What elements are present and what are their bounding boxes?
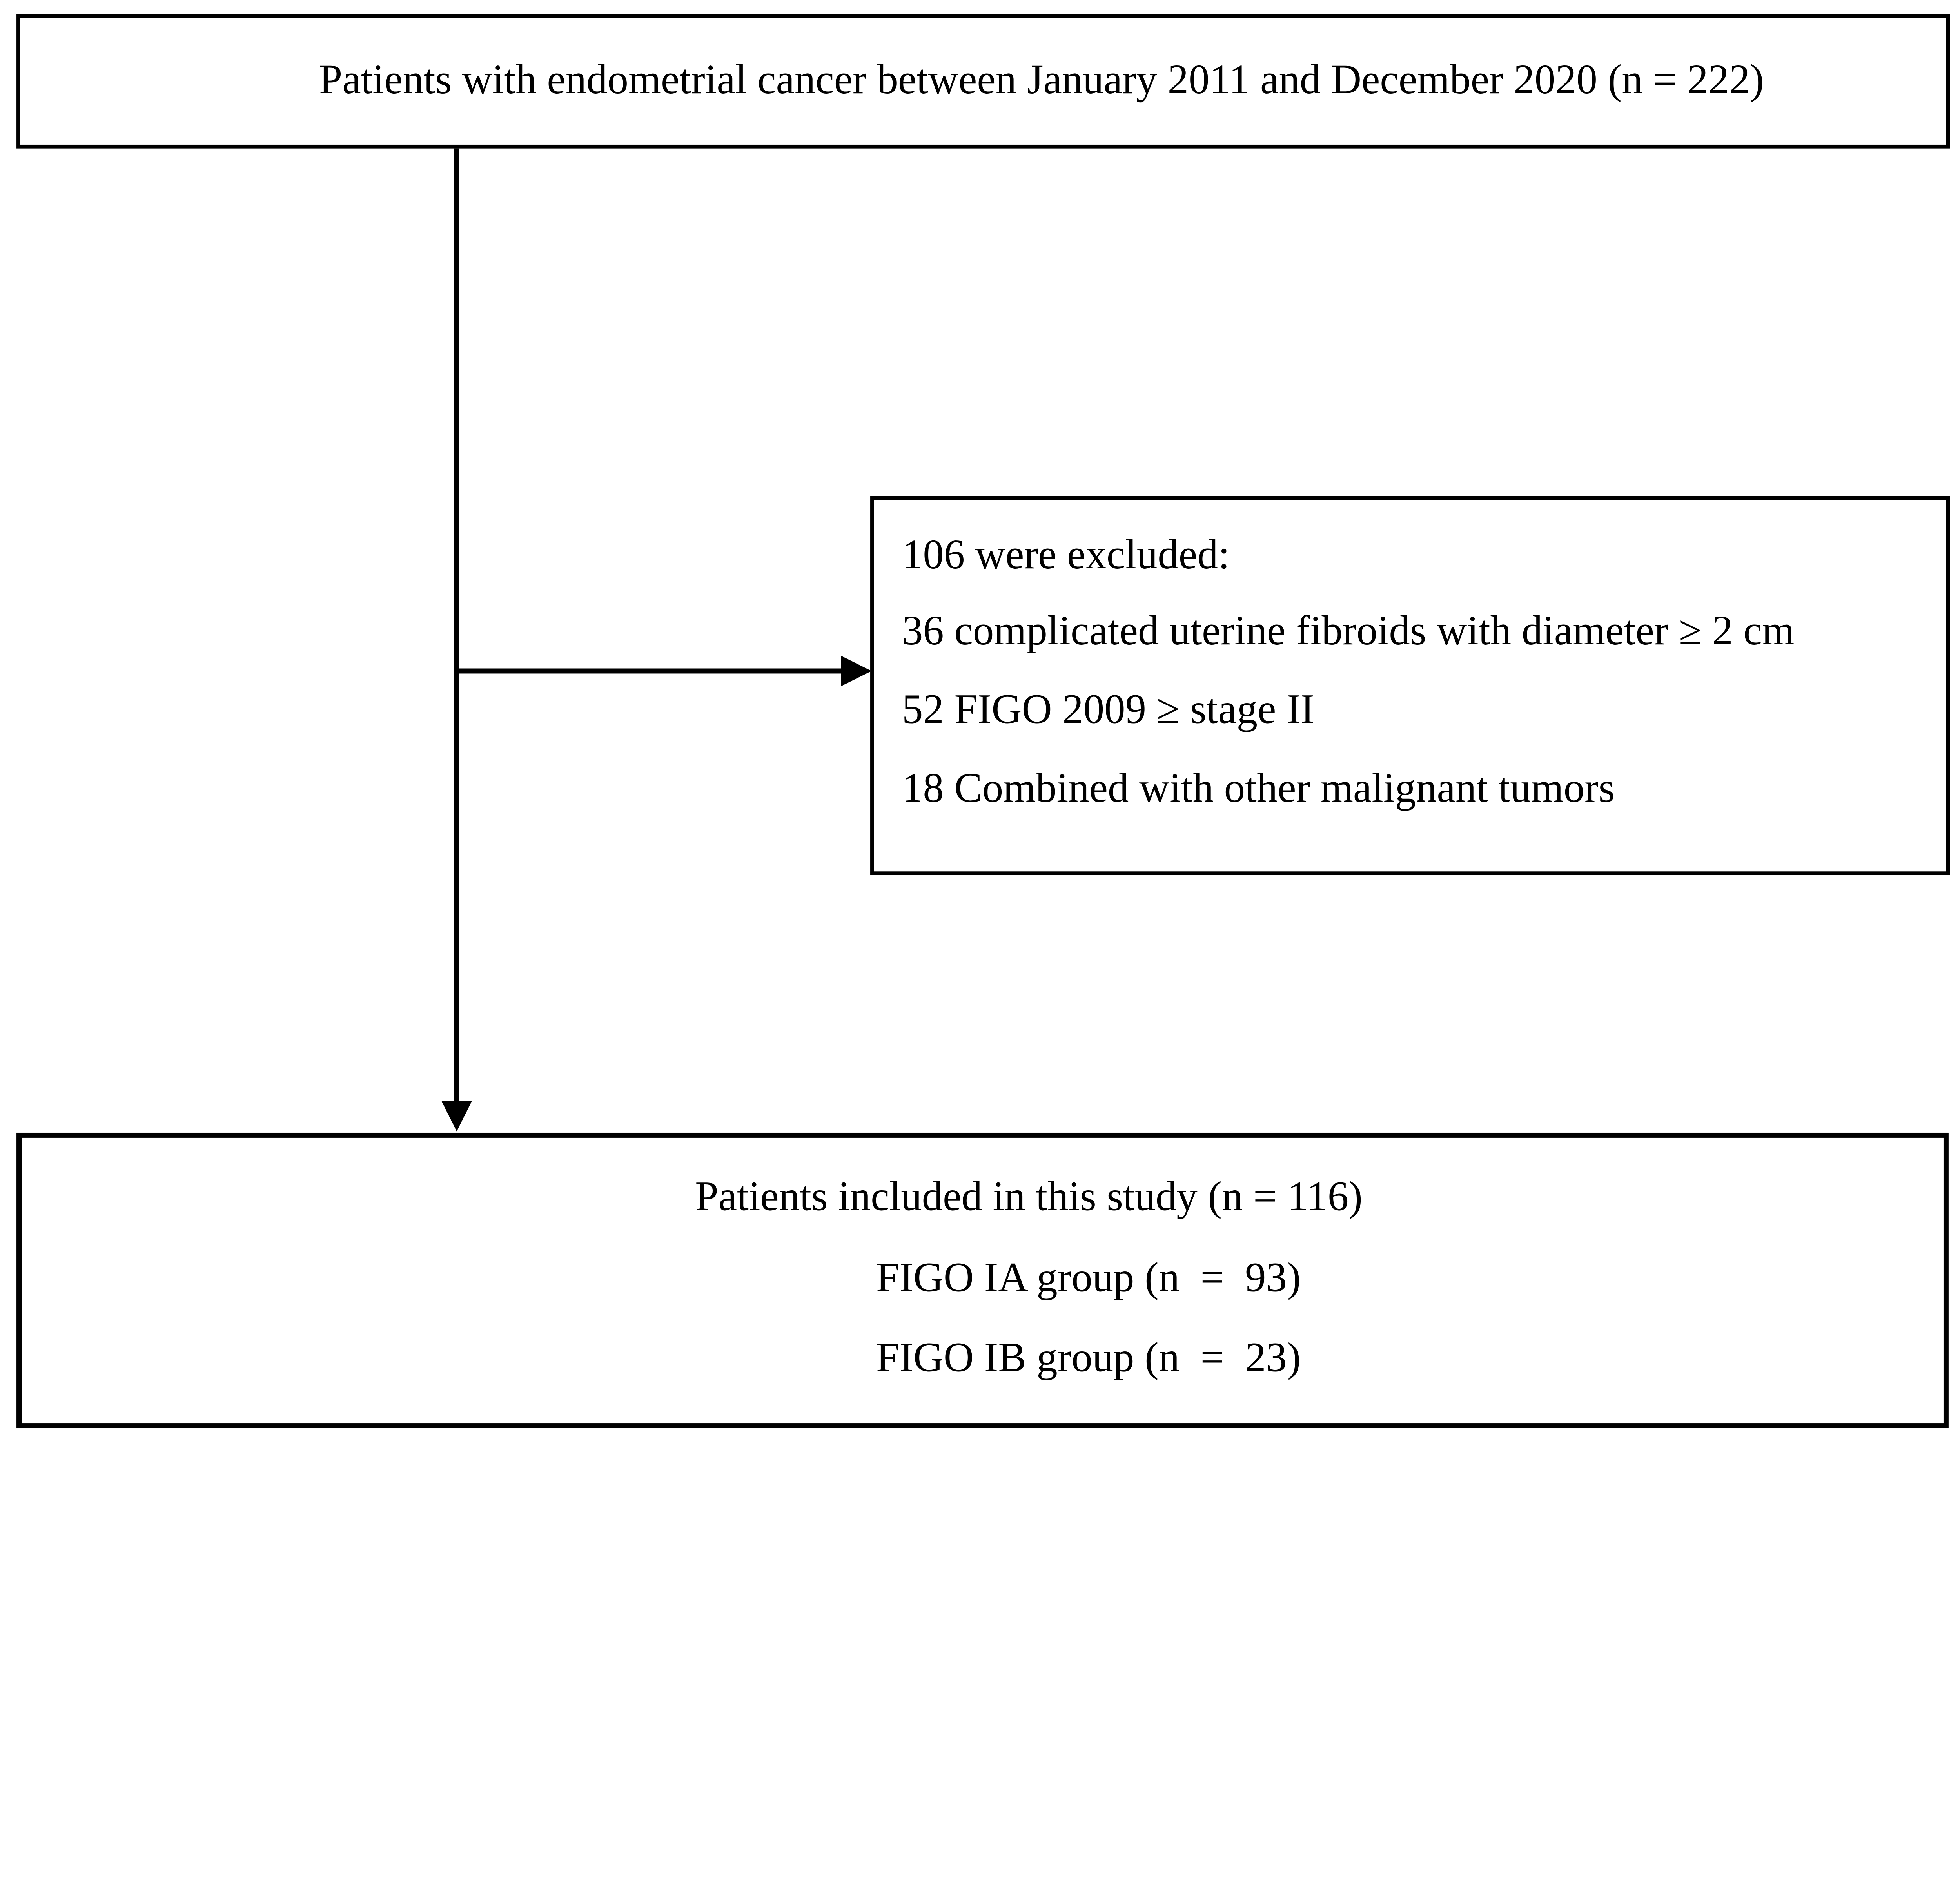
vertical-connector-line <box>454 148 459 1101</box>
down-arrowhead-icon <box>441 1101 472 1132</box>
included-box: Patients included in this study (n = 116… <box>16 1132 1949 1429</box>
flow-diagram: Patients with endometrial cancer between… <box>16 14 1950 1429</box>
included-line: FIGO IB group (n = 23) <box>876 1335 1301 1382</box>
exclusion-line: 106 were excluded: <box>902 533 1230 579</box>
enrollment-box: Patients with endometrial cancer between… <box>16 14 1950 149</box>
horizontal-connector-line <box>457 668 841 674</box>
included-line: Patients included in this study (n = 116… <box>695 1174 1363 1221</box>
included-line: FIGO IA group (n = 93) <box>876 1255 1301 1302</box>
exclusion-line: 18 Combined with other malignant tumors <box>902 766 1615 812</box>
enrollment-box-text: Patients with endometrial cancer between… <box>319 58 1764 103</box>
right-arrowhead-icon <box>841 656 872 686</box>
exclusion-box: 106 were excluded: 36 complicated uterin… <box>870 496 1950 876</box>
exclusion-line: 52 FIGO 2009 ≥ stage II <box>902 687 1315 733</box>
exclusion-line: 36 complicated uterine fibroids with dia… <box>902 609 1795 655</box>
